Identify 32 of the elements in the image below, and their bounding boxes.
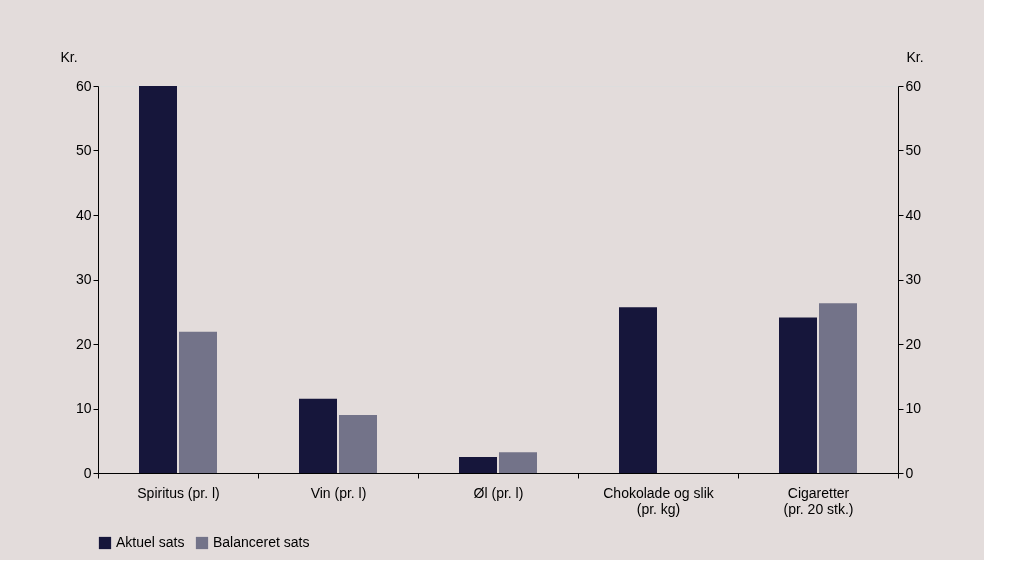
y2-tick-label: 40 [905, 206, 922, 223]
y2-axis-title: Kr. [906, 48, 924, 65]
y2-tick-label: 50 [905, 142, 922, 158]
bar [299, 398, 337, 473]
y-tick-label: 10 [75, 400, 92, 416]
legend-label: Aktuel sats [116, 534, 185, 550]
bar [179, 331, 217, 473]
bar [779, 317, 817, 473]
y-tick-label: 30 [75, 271, 92, 287]
y2-tick-label: 20 [905, 335, 922, 352]
bar [339, 414, 377, 473]
bar [619, 307, 657, 473]
y-axis-title: Kr. [60, 48, 78, 65]
y2-tick-label: 30 [905, 271, 922, 287]
x-tick-label: Spiritus (pr. l) [137, 484, 220, 501]
y-tick-label: 60 [75, 77, 92, 94]
bar [819, 303, 857, 473]
bar [499, 452, 537, 473]
y2-tick-label: 10 [905, 400, 922, 416]
legend-label: Balanceret sats [213, 534, 310, 550]
y-tick-label: 20 [75, 335, 92, 352]
x-tick-label: Vin (pr. l) [310, 484, 367, 501]
y-tick-label: 50 [75, 142, 92, 158]
x-tick-label: Øl (pr. l) [473, 484, 524, 501]
bar [459, 456, 497, 473]
bar [139, 86, 177, 473]
y-tick-label: 0 [83, 464, 92, 481]
x-tick-label: Chokolade og slik (pr. kg) [603, 484, 715, 517]
y-tick-label: 40 [75, 206, 92, 223]
x-tick-label: Cigaretter (pr. 20 stk.) [783, 484, 854, 517]
y2-tick-label: 60 [905, 77, 922, 94]
y2-tick-label: 0 [905, 464, 914, 481]
